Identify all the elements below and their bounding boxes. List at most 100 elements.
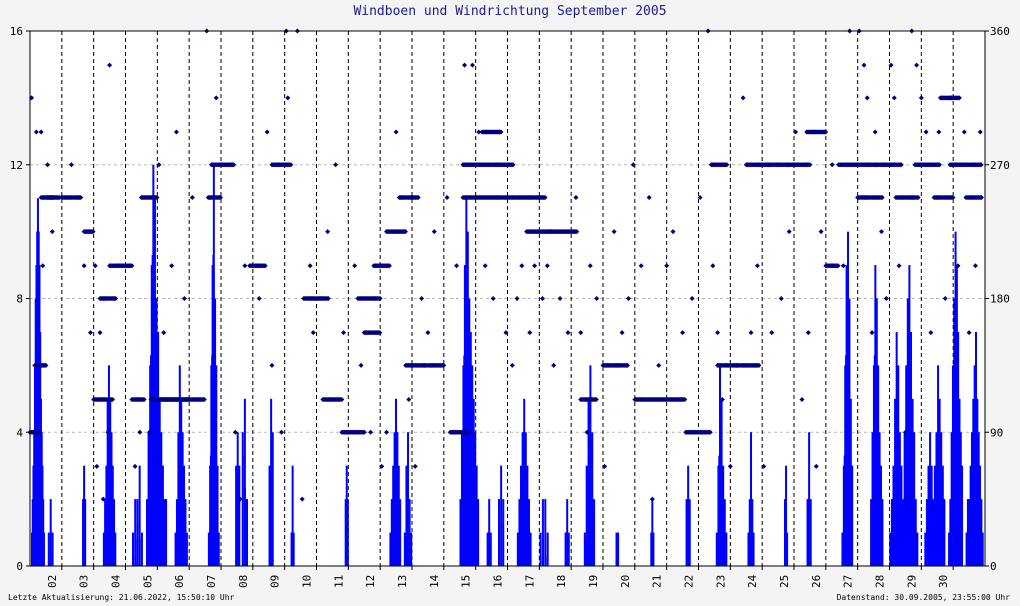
- direction-point: [181, 296, 187, 301]
- gust-bar: [722, 465, 725, 566]
- direction-point: [325, 229, 331, 235]
- gust-burst: [403, 432, 413, 566]
- gust-bar: [245, 499, 248, 566]
- gust-bar: [84, 499, 87, 566]
- direction-point: [918, 95, 924, 101]
- gust-bar: [941, 465, 944, 566]
- y-right-tick-label: 270: [990, 159, 1010, 172]
- direction-point: [269, 362, 275, 368]
- gust-bar: [467, 305, 469, 566]
- direction-point: [264, 129, 270, 135]
- gust-bar: [178, 438, 180, 566]
- direction-point: [100, 496, 106, 502]
- gust-bar: [140, 532, 143, 566]
- direction-point: [358, 362, 364, 368]
- gust-bar: [476, 522, 478, 566]
- gust-bar: [898, 438, 900, 566]
- direction-point: [213, 95, 219, 101]
- gust-burst: [615, 532, 620, 566]
- direction-point: [754, 263, 760, 269]
- gust-bar: [394, 455, 396, 566]
- direction-point: [232, 429, 238, 435]
- gust-bar: [880, 465, 883, 566]
- gust-bar: [850, 472, 852, 566]
- gust-burst: [268, 398, 274, 566]
- gust-bar: [891, 522, 893, 566]
- gust-bar: [498, 499, 501, 566]
- x-tick-label: 10: [301, 575, 314, 588]
- gust-bar: [719, 422, 721, 566]
- gust-bar: [151, 255, 153, 566]
- gust-bar: [217, 532, 220, 566]
- direction-point: [540, 296, 546, 301]
- gust-bar: [978, 489, 980, 566]
- gust-burst: [174, 365, 188, 566]
- gust-burst: [486, 499, 492, 566]
- gust-bar: [466, 255, 468, 566]
- direction-point: [189, 194, 195, 200]
- gust-bar: [965, 532, 968, 566]
- gust-bar: [525, 489, 527, 566]
- gust-bar: [397, 489, 399, 566]
- gust-bar: [925, 555, 927, 566]
- gust-bar: [615, 532, 618, 566]
- direction-point: [879, 194, 885, 200]
- gust-bar: [135, 539, 137, 566]
- gust-bar: [878, 438, 880, 566]
- direction-point: [928, 330, 934, 336]
- gust-bar: [543, 539, 545, 566]
- direction-point: [778, 296, 784, 301]
- gust-bar: [524, 455, 526, 566]
- gust-bar: [389, 532, 392, 566]
- x-tick-label: 12: [364, 575, 377, 588]
- direction-point: [78, 194, 84, 200]
- gust-bar: [501, 522, 503, 566]
- gust-bar: [164, 539, 166, 566]
- direction-point: [285, 95, 291, 101]
- gust-bar: [875, 321, 877, 566]
- gust-bar: [901, 522, 903, 566]
- direction-point: [872, 129, 878, 135]
- gust-bar: [461, 438, 463, 566]
- gust-bar: [651, 499, 654, 566]
- gust-bar: [567, 555, 569, 566]
- gust-bar: [941, 489, 943, 566]
- gust-bar: [236, 489, 238, 566]
- gust-bar: [522, 455, 524, 566]
- direction-point: [262, 263, 268, 269]
- gust-bar: [486, 532, 489, 566]
- gust-bar: [271, 432, 274, 566]
- gust-burst: [131, 465, 143, 566]
- gust-bar: [943, 499, 946, 566]
- gust-bar: [410, 532, 413, 566]
- gust-bar: [750, 432, 753, 566]
- direction-point: [574, 229, 580, 235]
- direction-point: [129, 263, 135, 269]
- gust-bar: [131, 532, 134, 566]
- gust-bar: [716, 539, 718, 566]
- direction-point: [619, 330, 625, 336]
- gust-bars: [30, 164, 984, 566]
- gust-burst: [747, 432, 755, 566]
- gust-bar: [586, 472, 588, 566]
- gust-bar: [181, 455, 183, 566]
- gust-bar: [541, 499, 544, 566]
- direction-point: [218, 194, 224, 200]
- direction-point: [769, 330, 775, 336]
- gust-burst: [965, 331, 984, 566]
- gust-bar: [809, 499, 812, 566]
- gust-bar: [397, 465, 400, 566]
- gust-bar: [526, 465, 529, 566]
- gust-bar: [593, 499, 596, 566]
- gust-bar: [404, 539, 406, 566]
- gust-bar: [970, 489, 972, 566]
- direction-point: [656, 362, 662, 368]
- x-tick-label: 14: [428, 574, 441, 588]
- gust-bar: [463, 355, 465, 566]
- x-tick-label: 23: [714, 575, 727, 588]
- direction-point: [786, 229, 792, 235]
- gust-bar: [489, 555, 491, 566]
- direction-point: [384, 429, 390, 435]
- gust-bar: [163, 499, 166, 566]
